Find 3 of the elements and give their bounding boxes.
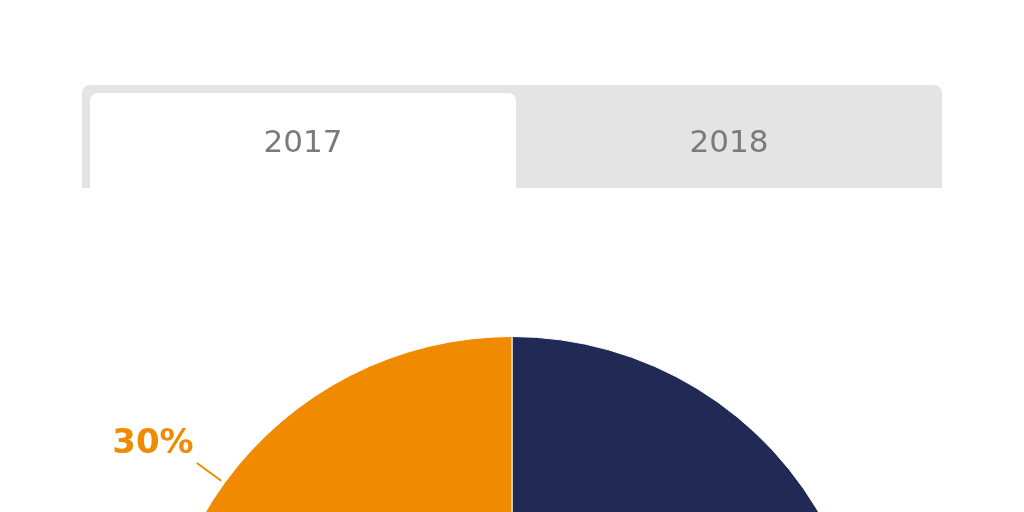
data-label: 30% <box>112 420 194 461</box>
text: 2017 <box>90 93 516 188</box>
text: 2018 <box>688 121 770 161</box>
